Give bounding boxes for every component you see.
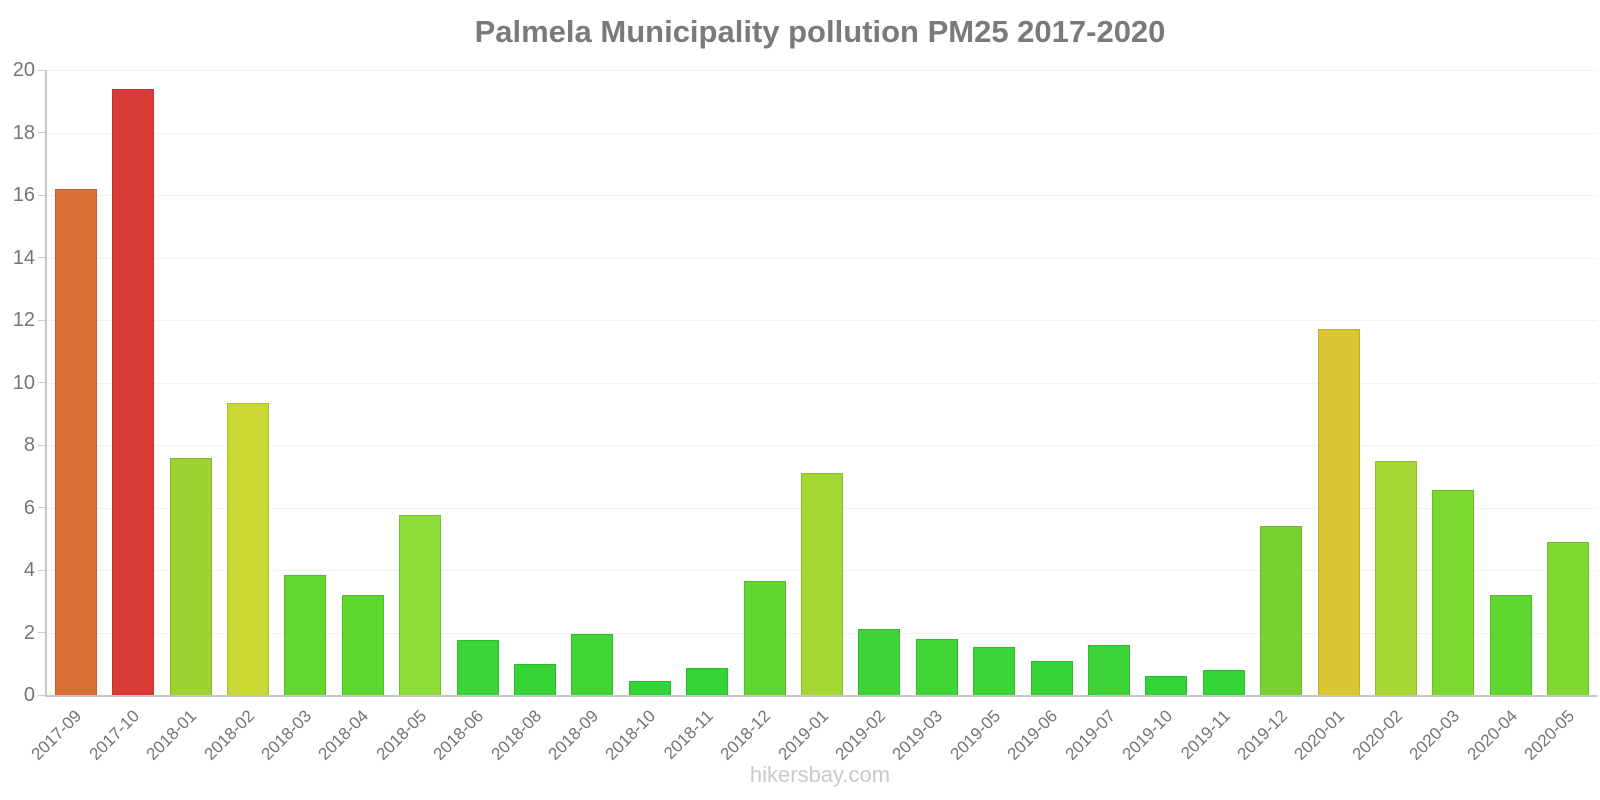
- plot-area: 0 2 4 6 8 10 12 14 16 18 20 2017-09 2017-10 2018-01 20…: [13, 60, 1597, 764]
- gridline-y16: [47, 195, 1597, 196]
- x-tick-label-2018-10: 2018-10: [601, 706, 660, 764]
- bar-2019-03: [915, 638, 958, 695]
- bar-2020-03: [1432, 490, 1475, 695]
- x-tick-label-2019-02: 2019-02: [831, 706, 890, 764]
- y-axis-tick: [38, 569, 45, 571]
- y-axis-tick: [38, 319, 45, 321]
- x-tick-label-2019-06: 2019-06: [1003, 706, 1062, 764]
- x-tick-label-2020-04: 2020-04: [1463, 706, 1521, 764]
- y-tick-label: 16: [12, 184, 35, 206]
- x-tick-label-2018-03: 2018-03: [257, 706, 316, 764]
- x-tick-label-2018-02: 2018-02: [200, 706, 258, 764]
- x-tick-label-2018-09: 2018-09: [544, 706, 603, 764]
- bar-2018-05: [399, 515, 442, 695]
- bar-2019-06: [1030, 660, 1073, 695]
- x-tick-label-2019-11: 2019-11: [1176, 706, 1234, 763]
- bar-2019-01: [801, 473, 843, 695]
- y-axis-tick: [38, 194, 45, 196]
- bar-2018-11: [686, 668, 729, 695]
- bar-2019-10: [1145, 676, 1188, 695]
- bar-2019-05: [973, 646, 1016, 695]
- x-tick-label-2018-08: 2018-08: [487, 706, 545, 764]
- y-tick-label: 2: [23, 621, 35, 644]
- y-tick-label: 8: [23, 434, 35, 456]
- y-tick-label: 14: [12, 246, 35, 269]
- y-tick-label: 6: [23, 496, 35, 519]
- bar-2019-07: [1088, 645, 1131, 695]
- y-axis-tick: [38, 382, 45, 383]
- x-tick-label-2018-12: 2018-12: [716, 706, 775, 764]
- y-tick-label: 20: [12, 59, 35, 81]
- bar-2018-06: [456, 640, 499, 695]
- x-tick-label-2019-03: 2019-03: [889, 706, 947, 764]
- bar-2020-05: [1547, 541, 1590, 695]
- x-tick-label-2018-11: 2018-11: [660, 706, 717, 763]
- bar-2018-08: [513, 663, 556, 695]
- y-tick-label: 18: [12, 121, 35, 144]
- chart-title: Palmela Municipality pollution PM25 2017…: [474, 14, 1166, 49]
- x-tick-label-2018-04: 2018-04: [314, 706, 373, 764]
- x-tick-label-2020-03: 2020-03: [1405, 706, 1464, 764]
- y-tick-label: 4: [23, 559, 35, 581]
- x-tick-label-2018-05: 2018-05: [372, 706, 430, 764]
- bar-2018-09: [571, 634, 614, 695]
- bar-2017-09: [54, 188, 97, 695]
- x-tick-label-2020-05: 2020-05: [1520, 706, 1579, 764]
- x-tick-label-2020-02: 2020-02: [1348, 706, 1406, 764]
- bar-2018-02: [226, 402, 269, 695]
- y-axis-tick: [38, 132, 45, 133]
- bar-2018-01: [169, 457, 212, 695]
- gridline-y18: [47, 132, 1597, 134]
- x-tick-label-2017-10: 2017-10: [85, 706, 143, 764]
- y-axis-tick: [38, 632, 45, 633]
- x-tick-label-2018-01: 2018-01: [142, 706, 201, 764]
- bar-2019-02: [858, 629, 901, 695]
- bar-2020-01: [1317, 329, 1360, 695]
- x-tick-label-2018-06: 2018-06: [429, 706, 488, 764]
- bar-2020-04: [1489, 595, 1532, 695]
- y-axis-tick: [38, 444, 45, 446]
- gridline-y20: [47, 70, 1597, 71]
- bar-2019-12: [1260, 526, 1303, 695]
- watermark-text: hikersbay.com: [749, 762, 891, 787]
- x-tick-label-2019-12: 2019-12: [1233, 706, 1291, 764]
- y-axis-tick: [38, 257, 45, 258]
- bar-2018-04: [341, 595, 384, 695]
- y-tick-label: 12: [12, 309, 35, 331]
- y-axis-tick: [38, 694, 45, 696]
- y-tick-label: 0: [23, 684, 35, 706]
- x-tick-label-2017-09: 2017-09: [27, 706, 86, 764]
- gridline-y14: [47, 257, 1597, 259]
- bar-2020-02: [1375, 460, 1418, 695]
- gridline-y10: [47, 382, 1597, 384]
- y-tick-label: 10: [12, 371, 35, 394]
- bar-2018-03: [284, 574, 327, 695]
- x-tick-label-2019-05: 2019-05: [946, 706, 1004, 764]
- bar-2017-10: [112, 88, 155, 695]
- y-axis-tick: [38, 507, 45, 508]
- x-tick-label-2019-01: 2019-01: [774, 706, 832, 764]
- gridline-y12: [47, 320, 1597, 321]
- gridline-y8: [47, 445, 1597, 446]
- x-tick-label-2020-01: 2020-01: [1290, 706, 1349, 764]
- x-tick-label-2019-07: 2019-07: [1061, 706, 1119, 764]
- y-axis-tick: [38, 69, 45, 71]
- bar-2019-11: [1202, 670, 1245, 695]
- bar-2018-12: [743, 580, 786, 695]
- bar-2018-10: [628, 680, 671, 695]
- x-tick-label-2019-10: 2019-10: [1118, 706, 1177, 764]
